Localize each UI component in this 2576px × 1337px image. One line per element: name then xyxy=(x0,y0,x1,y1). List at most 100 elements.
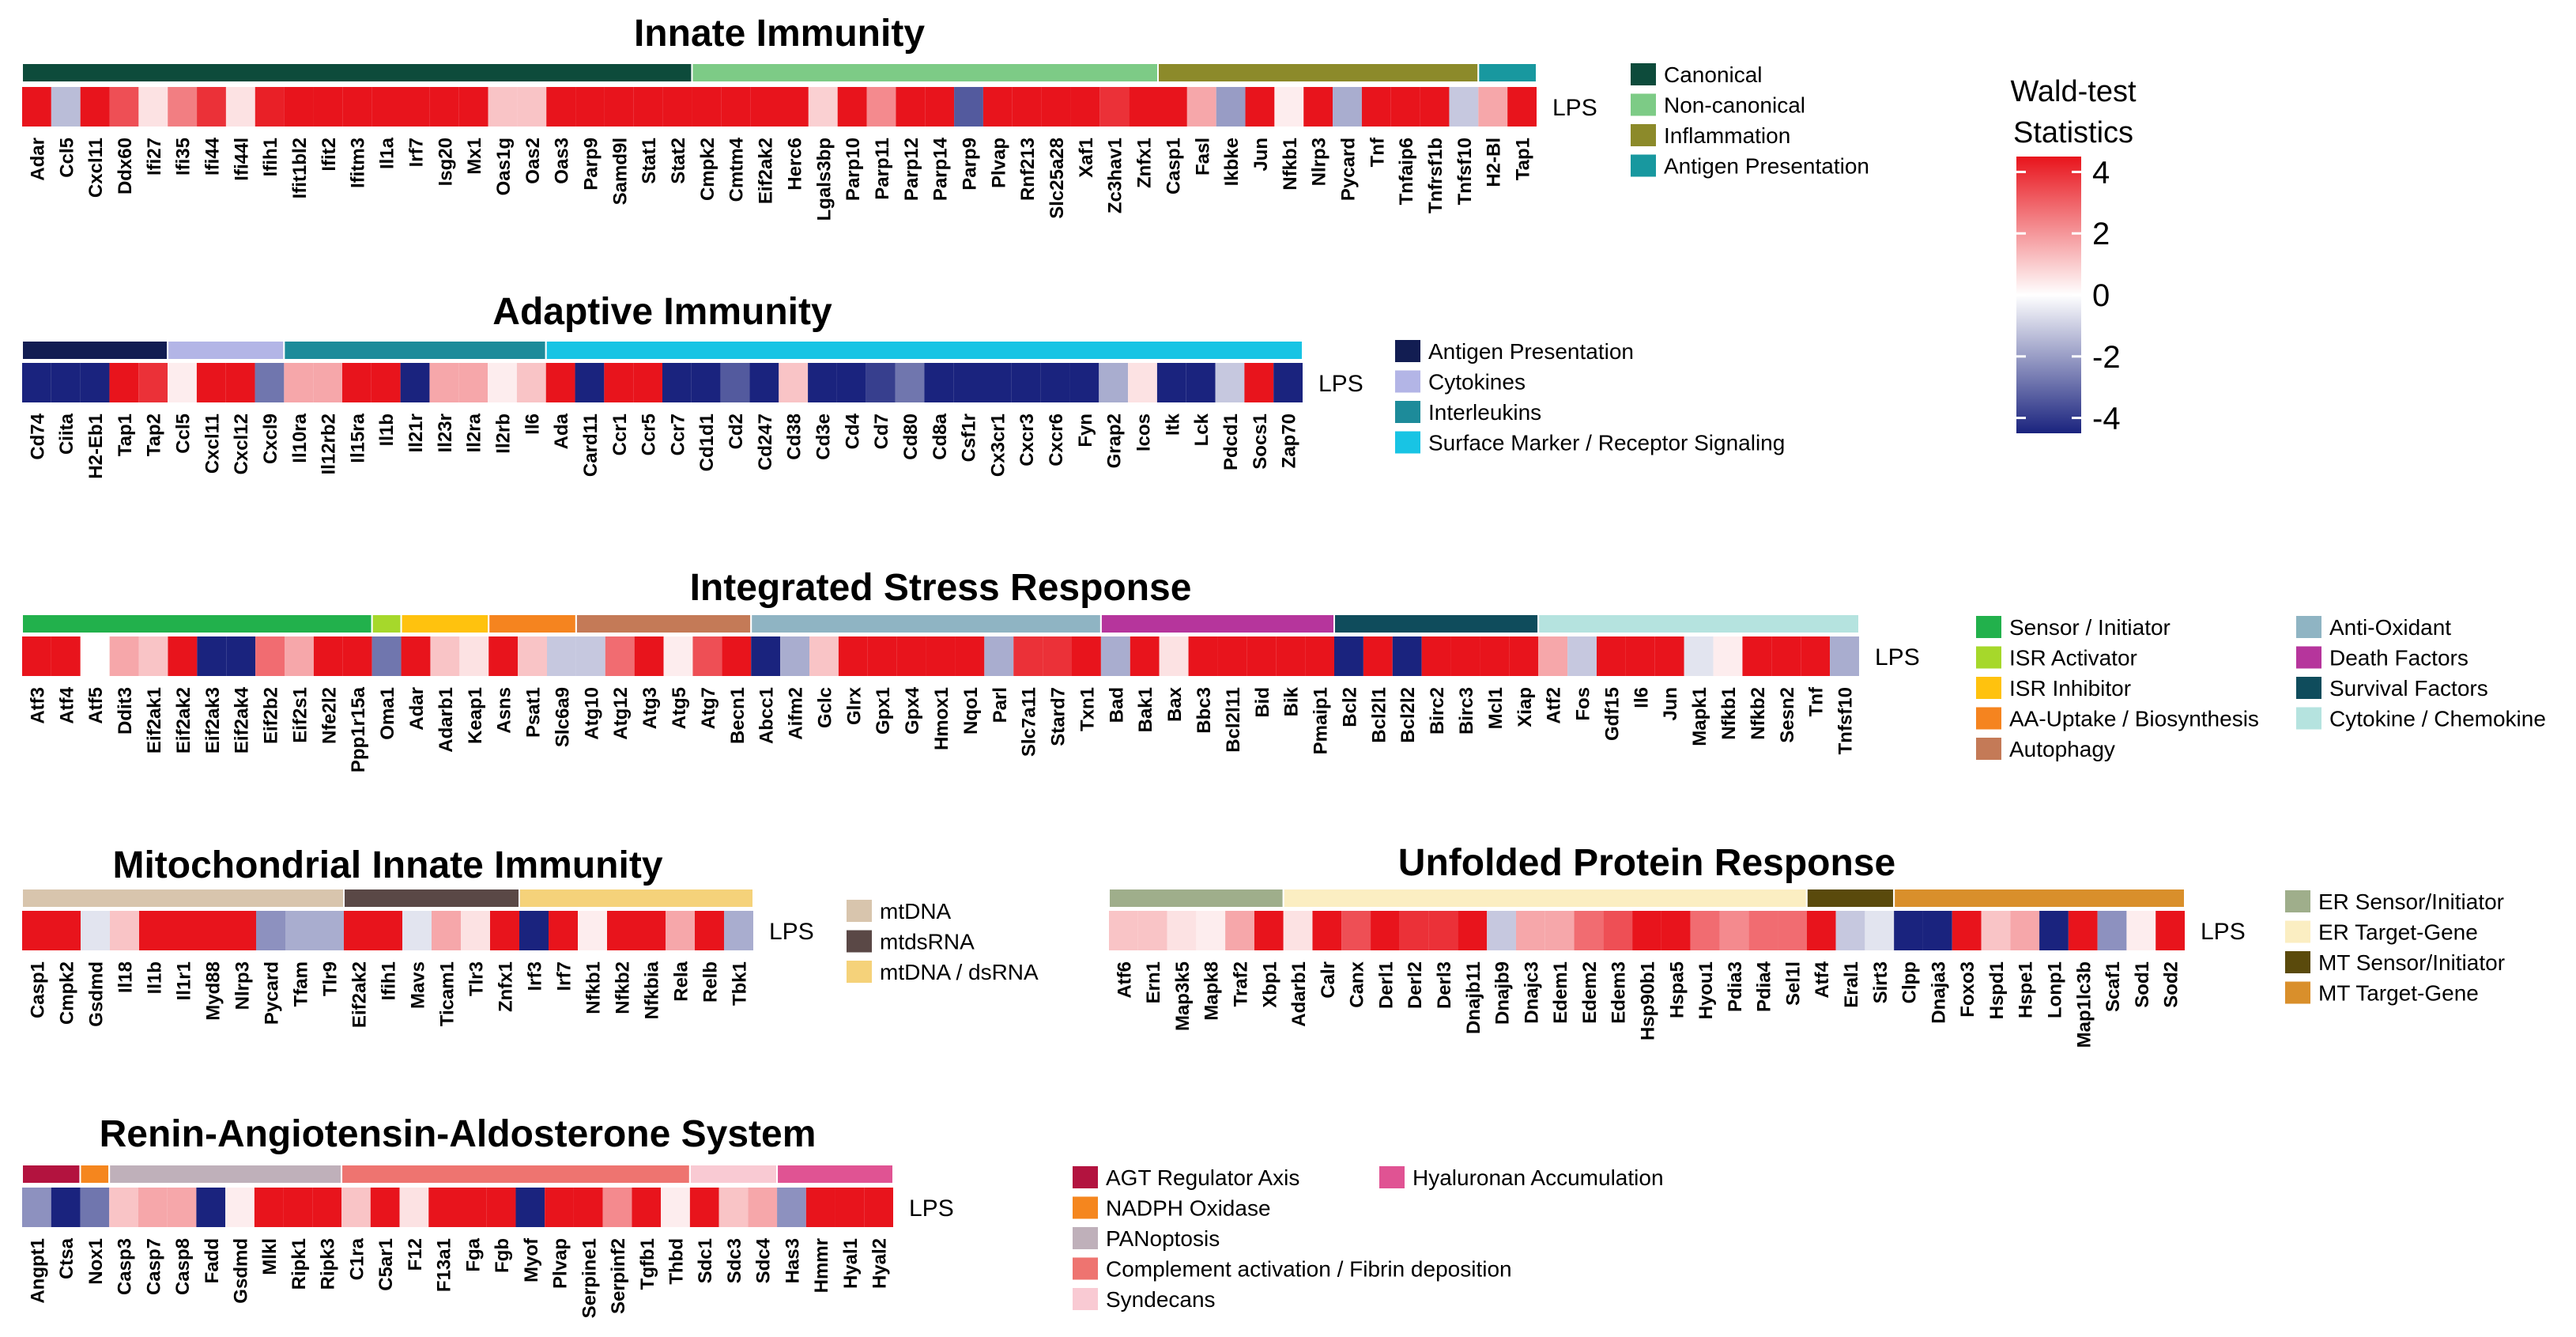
heatmap-cell xyxy=(459,636,489,676)
heatmap-cell xyxy=(633,363,662,402)
legend-swatch-mtdsrna xyxy=(847,930,872,953)
heatmap-cell xyxy=(313,363,342,402)
heatmap-cell xyxy=(255,636,285,676)
gene-label: Myd88 xyxy=(203,961,224,1021)
gene-label: Il21r xyxy=(405,414,427,452)
heatmap-cell xyxy=(488,363,517,402)
heatmap-cell xyxy=(22,636,51,676)
heatmap-cell xyxy=(691,363,721,402)
heatmap-cell xyxy=(602,1188,632,1227)
colorbar-gradient xyxy=(2016,157,2081,433)
gene-label: Calr xyxy=(1318,961,1339,999)
gene-label: Socs1 xyxy=(1250,414,1271,470)
heatmap-cell xyxy=(575,363,605,402)
heatmap-cell xyxy=(836,363,866,402)
gene-label: Bbc3 xyxy=(1194,687,1215,734)
gene-label: Bax xyxy=(1164,686,1186,722)
heatmap-cell xyxy=(549,911,578,950)
legend-label: mtdsRNA xyxy=(880,930,975,954)
heatmap-cell xyxy=(867,636,897,676)
category-bar-cytokines xyxy=(167,340,285,361)
gene-label: Irf7 xyxy=(405,138,427,167)
gene-label: Icos xyxy=(1133,414,1155,451)
gene-label: Mapk1 xyxy=(1689,687,1710,746)
gene-label: Ccr5 xyxy=(639,414,660,455)
gene-label: Ppp1r15a xyxy=(348,686,369,772)
gene-label: Cd8a xyxy=(930,413,951,459)
heatmap-cell xyxy=(283,1188,313,1227)
heatmap-cell xyxy=(1806,911,1836,950)
legend-label: Death Factors xyxy=(2329,646,2469,670)
gene-label: Itk xyxy=(1162,413,1183,436)
gene-label: Becn1 xyxy=(727,687,749,744)
category-bar-syndecans xyxy=(688,1164,779,1184)
gene-label: Atf5 xyxy=(85,687,107,724)
gene-label: Tnf xyxy=(1806,686,1827,716)
gene-label: Ifi27 xyxy=(144,138,165,176)
legend-swatch-death-factors xyxy=(2296,646,2321,669)
heatmap-cell xyxy=(81,911,110,950)
heatmap-cell xyxy=(1390,87,1420,127)
heatmap-cell xyxy=(1654,636,1684,676)
heatmap-cell xyxy=(955,636,985,676)
heatmap-cell xyxy=(780,636,809,676)
gene-label: Mlkl xyxy=(259,1238,281,1275)
heatmap-cell xyxy=(808,363,837,402)
gene-label: Serpinf2 xyxy=(608,1238,629,1314)
heatmap-cell xyxy=(138,363,168,402)
gene-label: Mapk8 xyxy=(1201,961,1223,1021)
gene-label: Adarb1 xyxy=(436,687,457,753)
gene-label: Nfkb1 xyxy=(583,961,605,1014)
gene-label: Cxcl11 xyxy=(85,138,107,198)
gene-label: Eral1 xyxy=(1841,961,1862,1008)
heatmap-cell xyxy=(1276,636,1306,676)
category-bar-aa-uptake-biosynthesis xyxy=(488,614,577,634)
heatmap-cell xyxy=(109,87,139,127)
heatmap-cell xyxy=(1158,87,1187,127)
gene-label: Hmmr xyxy=(811,1238,832,1293)
gene-label: Tap2 xyxy=(144,414,165,456)
gene-label: Nfkbia xyxy=(642,961,663,1019)
row-label-lps: LPS xyxy=(769,919,814,945)
legend-swatch-interleukins xyxy=(1395,401,1420,423)
gene-label: Sirt3 xyxy=(1870,961,1891,1003)
heatmap-cell xyxy=(342,87,372,127)
heatmap-cell xyxy=(372,87,401,127)
gene-label: Xiap xyxy=(1514,687,1536,727)
gene-label: Sdc1 xyxy=(695,1238,716,1283)
gene-label: Dnajb11 xyxy=(1463,961,1484,1034)
category-bar-surface-marker-receptor-signaling xyxy=(545,340,1303,361)
heatmap-cell xyxy=(372,636,402,676)
heatmap-cell xyxy=(1480,636,1510,676)
gene-label: Tbk1 xyxy=(730,961,751,1006)
category-bar-complement-activation-fibrin-deposition xyxy=(341,1164,691,1184)
gene-label: Xbp1 xyxy=(1259,961,1280,1008)
gene-label: Psat1 xyxy=(523,687,545,738)
gene-label: Ada xyxy=(551,413,572,449)
gene-label: Il23r xyxy=(435,414,456,452)
category-bar-sensor-initiator xyxy=(21,614,373,634)
panel-adaptive-immunity: Adaptive Immunity Cd74 Ciita H2-Eb1 Tap1 Tap2… xyxy=(21,291,1785,479)
heatmap-cell xyxy=(109,1188,138,1227)
heatmap-cell xyxy=(777,1188,806,1227)
gene-label: Myof xyxy=(521,1237,542,1282)
heatmap-cell xyxy=(545,1188,574,1227)
heatmap-cell xyxy=(1273,363,1303,402)
legend-swatch-er-target-gene xyxy=(2285,920,2310,943)
heatmap-cell xyxy=(1392,636,1422,676)
legend-swatch-inflammation xyxy=(1631,124,1656,146)
heatmap-cell xyxy=(1450,636,1480,676)
heatmap-cell xyxy=(196,1188,226,1227)
heatmap-cell xyxy=(490,911,519,950)
gene-label: Edem1 xyxy=(1550,961,1571,1024)
gene-label: Atg5 xyxy=(669,687,690,729)
legend-label: AA-Uptake / Biosynthesis xyxy=(2009,707,2259,731)
gene-label: Eif2ak1 xyxy=(144,687,165,753)
heatmap-cell xyxy=(636,911,666,950)
gene-label: Dnajc3 xyxy=(1521,961,1542,1024)
gene-label: Il1r1 xyxy=(174,961,195,1000)
heatmap-cell xyxy=(1128,363,1157,402)
heatmap-cell xyxy=(808,87,838,127)
heatmap-cell xyxy=(721,87,751,127)
heatmap-cell xyxy=(1186,87,1216,127)
